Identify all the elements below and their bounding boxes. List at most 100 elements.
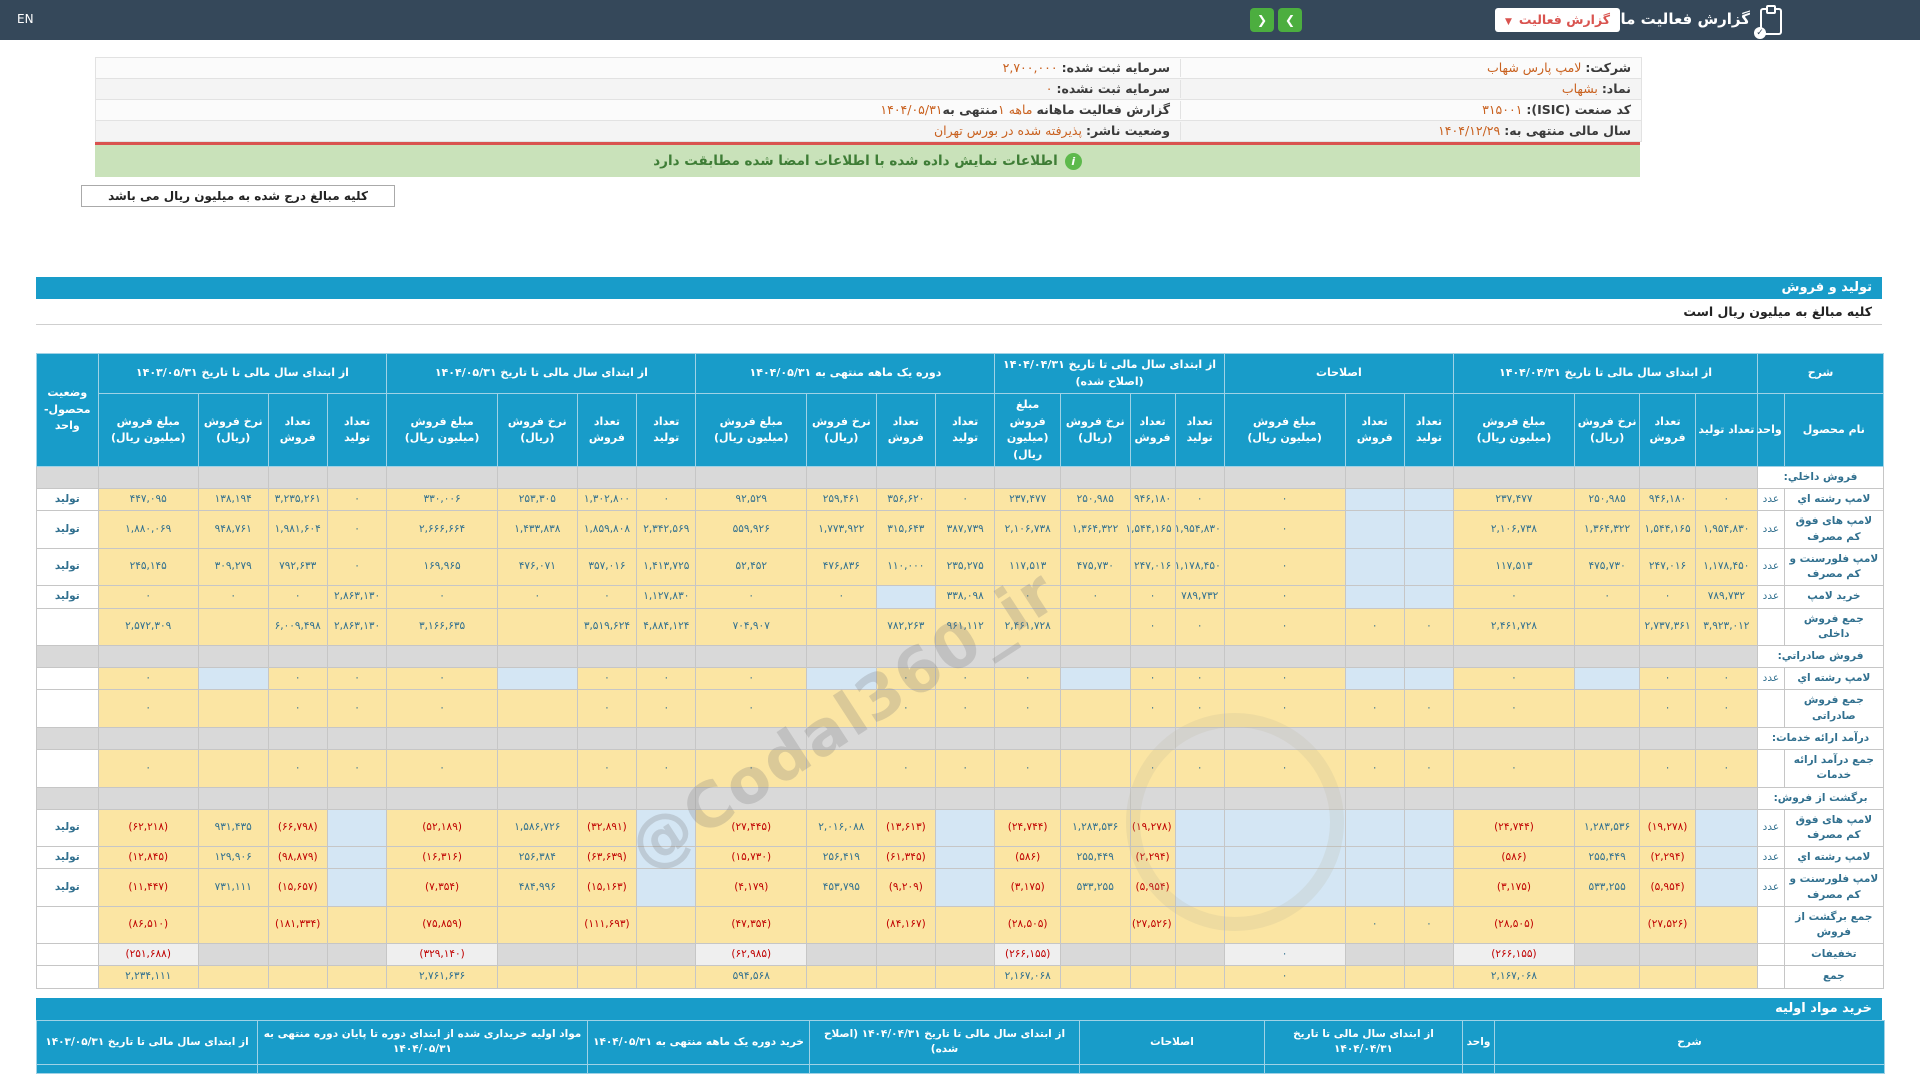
value-cell: ۱۶۹,۹۶۵ [387,548,498,585]
status-cell [37,668,99,690]
value-cell: ۰ [1454,586,1575,608]
value-cell [1574,690,1640,727]
empty-cell [577,727,636,749]
value-cell [876,586,935,608]
value-cell [327,944,386,966]
empty-cell [876,645,935,667]
empty-cell [1345,727,1404,749]
empty-cell [1574,645,1640,667]
value-cell: (۵۸۶) [995,847,1061,869]
empty-cell [1695,787,1757,809]
value-cell [327,869,386,906]
value-cell: (۲,۲۹۴) [1130,847,1175,869]
value-cell: ۵۳۳,۲۵۵ [1574,869,1640,906]
column-group-header: از ابتدای سال مالی تا تاریخ ۱۴۰۳/۰۵/۳۱ [98,354,387,394]
value-cell: (۱۳,۶۱۳) [876,809,935,846]
value-cell: ۱,۷۷۳,۹۲۲ [807,511,877,548]
empty-cell [1060,645,1130,667]
empty-cell [1454,727,1575,749]
value-cell [936,906,995,943]
value-cell [497,906,577,943]
value-cell [1345,489,1404,511]
empty-cell [1175,645,1224,667]
value-cell [1404,511,1453,548]
next-report-button[interactable]: ❮ [1278,8,1302,32]
value-cell: ۱,۵۸۶,۷۲۶ [497,809,577,846]
raw-material-table: شرحواحداز ابتدای سال مالی تا تاریخ ۱۴۰۴/… [36,1020,1885,1075]
value-cell: ۲۵۹,۴۶۱ [807,489,877,511]
value-cell: ۲,۰۱۶,۰۸۸ [807,809,877,846]
section-row: درآمد ارائه خدمات: [37,727,1884,749]
value-cell [1345,966,1404,988]
empty-cell [1574,467,1640,489]
value-cell: ۷۳۱,۱۱۱ [198,869,268,906]
value-cell: ۴,۸۸۴,۱۲۴ [637,608,696,645]
value-cell: (۴,۱۷۹) [696,869,807,906]
report-type-dropdown[interactable]: گزارش فعالیت▼ [1495,8,1620,32]
unit-cell: عدد [1758,511,1785,548]
value-cell: ۲۵۵,۴۴۹ [1574,847,1640,869]
value-cell: ۱,۴۱۳,۷۲۵ [637,548,696,585]
empty-cell [327,727,386,749]
value-cell [1224,809,1345,846]
value-cell: ۱,۵۴۴,۱۶۵ [1640,511,1695,548]
status-column-header: وضعیت محصول-واحد [37,354,99,467]
section-label: فروش داخلي: [1758,467,1884,489]
value-cell: ۱۱۰,۰۰۰ [876,548,935,585]
value-cell [497,966,577,988]
value-cell [1345,548,1404,585]
value-cell: ۰ [637,690,696,727]
value-cell: ۳,۹۲۳,۰۱۲ [1695,608,1757,645]
value-cell: (۱۹,۲۷۸) [1130,809,1175,846]
value-cell: ۰ [1454,750,1575,787]
value-cell: ۲۳۵,۲۷۵ [936,548,995,585]
value-cell: ۳۳۰,۰۰۶ [387,489,498,511]
empty-cell [387,787,498,809]
info-label: گزارش فعالیت ماهانه [1036,102,1170,117]
value-cell: ۰ [1175,668,1224,690]
empty-cell [387,467,498,489]
empty-cell [98,787,198,809]
value-cell: ۳۳۸,۰۹۸ [936,586,995,608]
value-cell: ۰ [1130,608,1175,645]
column-header: تعداد تولید [327,394,386,467]
status-cell [37,966,99,988]
empty-cell [327,467,386,489]
previous-report-button[interactable]: ❯ [1250,8,1274,32]
product-name-cell: جمع فروش داخلی [1784,608,1883,645]
empty-cell [198,645,268,667]
empty-cell [1130,467,1175,489]
value-cell [936,847,995,869]
empty-cell [1695,727,1757,749]
value-cell: ۰ [696,586,807,608]
value-cell [1175,944,1224,966]
value-cell: (۲۷,۵۲۶) [1130,906,1175,943]
empty-cell [1404,645,1453,667]
value-cell: ۱۱۷,۵۱۳ [1454,548,1575,585]
value-cell [1404,586,1453,608]
empty-cell [1224,467,1345,489]
value-cell: ۲,۱۰۶,۷۳۸ [1454,511,1575,548]
value-cell: ۰ [1404,750,1453,787]
status-cell [37,750,99,787]
info-value: ۲,۷۰۰,۰۰۰ [1003,60,1058,75]
info-label: سرمایه ثبت نشده: [1056,81,1170,96]
info-value: ۱۴۰۴/۰۵/۳۱ [880,102,942,117]
table-row: جمع فروش داخلی۳,۹۲۳,۰۱۲۲,۷۳۷,۳۶۱۲,۴۶۱,۷۲… [37,608,1884,645]
value-cell: (۲۵۱,۶۸۸) [98,944,198,966]
value-cell [497,668,577,690]
value-cell: ۵۲,۴۵۲ [696,548,807,585]
unit-cell: عدد [1758,668,1785,690]
value-cell: ۰ [1345,608,1404,645]
purchase-subheader-row-clipped [37,1065,1885,1074]
empty-cell [1060,787,1130,809]
table-row: لامپ رشته ايعدد(۲,۲۹۴)۲۵۵,۴۴۹(۵۸۶)(۲,۲۹۴… [37,847,1884,869]
empty-cell [995,727,1061,749]
empty-cell [1175,467,1224,489]
value-cell [1404,869,1453,906]
empty-cell [497,467,577,489]
empty-cell [696,467,807,489]
language-switch-en[interactable]: EN [17,12,34,26]
value-cell [1574,608,1640,645]
info-row: نماد: بشهابسرمایه ثبت نشده: ۰ [96,79,1641,100]
